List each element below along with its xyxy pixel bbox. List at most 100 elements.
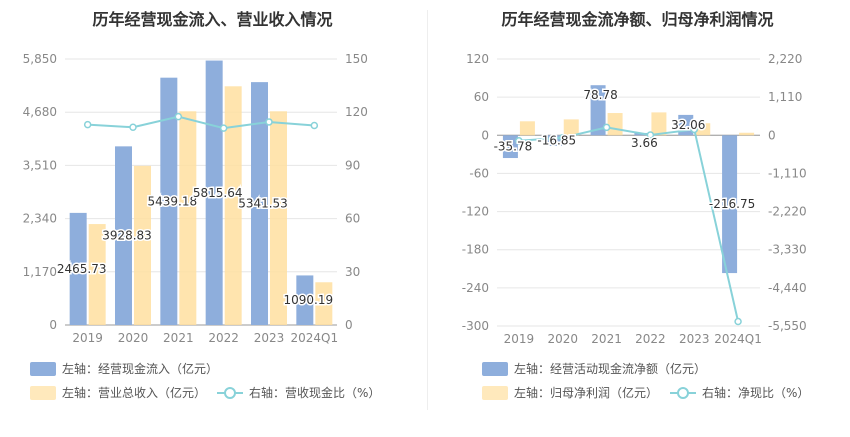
legend-item-cash-inflow[interactable]: 左轴：经营现金流入（亿元） [30,360,218,377]
legend-label-net-profit: 左轴：归母净利润（亿元） [514,386,659,400]
right-secondary-bar [607,113,623,136]
legend-swatch-revenue-cash-ratio [217,386,243,400]
left-right-tick-label: 150 [345,52,368,66]
left-ratio-point [174,112,183,121]
right-right-tick-label: 2,220 [768,52,802,66]
right-x-tick-label: 2022 [635,332,666,346]
right-ratio-point [646,131,655,139]
right-data-label: -216.75 [709,197,755,211]
left-chart-title: 历年经营现金流入、营业收入情况 [92,10,333,29]
right-secondary-bar [519,121,535,136]
right-secondary-bar [563,119,579,136]
left-secondary-bar [315,282,333,325]
right-left-tick-label: 60 [474,90,489,104]
right-secondary-bar [651,112,667,136]
left-secondary-bar [270,111,287,326]
legend-label-revenue: 左轴：营业总收入（亿元） [62,386,207,400]
right-x-tick-label: 2020 [547,332,578,346]
left-left-tick-label: 4,680 [23,105,57,119]
legend-label-cash-inflow: 左轴：经营现金流入（亿元） [62,362,219,376]
right-data-label: -35.78 [494,140,533,154]
right-data-label: 78.78 [583,88,617,102]
right-ratio-line [518,126,740,322]
right-x-tick-label: 2024Q1 [714,332,762,346]
left-data-label: 3928.83 [102,229,152,243]
legend-swatch-net-cash-ratio [670,386,696,400]
right-right-tick-label: -1,110 [768,166,807,180]
left-right-tick-label: 0 [345,318,353,332]
left-secondary-bar [179,111,197,326]
legend-item-net-profit[interactable]: 左轴：归母净利润（亿元） [482,384,658,401]
right-right-tick-label: 0 [768,128,776,142]
left-chart-svg: 0 1,170 2,340 3,510 4,680 5,850 0 30 60 90 120 150 2… [23,52,368,345]
right-chart-panel: 历年经营现金流净额、归母净利润情况 -300 -240 -180 -120 -60 0 60… [425,0,850,437]
right-data-label: 32.06 [671,118,705,132]
left-primary-bar [115,146,132,325]
right-chart-title: 历年经营现金流净额、归母净利润情况 [501,10,774,29]
legend-label-net-cash-ratio: 右轴：净现比（%） [702,386,810,400]
left-right-tick-label: 90 [345,158,360,172]
legend-item-net-cash-flow[interactable]: 左轴：经营活动现金流净额（亿元） [482,360,706,377]
right-left-tick-label: -300 [462,319,489,333]
left-left-tick-label: 3,510 [23,158,57,172]
right-ratio-point [734,317,742,326]
right-left-tick-label: 0 [481,128,489,142]
legend-swatch-cash-inflow [30,361,56,376]
legend-item-net-cash-ratio[interactable]: 右轴：净现比（%） [670,384,809,401]
left-x-tick-label: 2022 [208,331,239,345]
panel-divider [427,10,428,410]
left-left-tick-label: 0 [49,318,57,332]
right-left-tick-label: -240 [462,281,489,295]
right-primary-bar [502,135,518,159]
left-primary-bar [160,77,178,325]
left-right-tick-label: 60 [345,212,360,226]
left-primary-bar [296,275,314,325]
right-secondary-bar [739,132,755,136]
left-ratio-point [219,124,228,132]
left-left-tick-label: 1,170 [23,265,57,279]
left-left-tick-label: 2,340 [23,212,57,226]
legend-item-revenue[interactable]: 左轴：营业总收入（亿元） [30,384,206,401]
right-left-tick-label: -120 [462,205,489,219]
left-left-tick-label: 5,850 [23,52,57,66]
right-x-tick-label: 2023 [679,332,710,346]
left-secondary-bar [224,86,242,326]
right-ratio-point [690,125,698,134]
left-primary-bar [251,82,268,325]
right-right-tick-label: -2,220 [768,205,807,219]
left-x-tick-label: 2021 [163,331,194,345]
left-data-label: 2465.73 [57,262,107,276]
right-primary-bar [546,135,562,146]
right-left-tick-label: -60 [469,166,489,180]
left-ratio-line [87,115,315,130]
left-data-label: 5341.53 [238,197,288,211]
left-data-label: 1090.19 [284,293,334,307]
right-data-label: 3.66 [631,136,658,150]
right-primary-bar [722,135,738,274]
right-ratio-point [515,137,523,145]
left-x-tick-label: 2020 [118,331,149,345]
legend-swatch-net-profit [482,385,508,400]
right-chart-svg: -300 -240 -180 -120 -60 0 60 120 -5,550 -4,440 -3,… [462,52,807,346]
left-primary-bar [69,212,87,325]
right-right-tick-label: -5,550 [768,319,807,333]
right-secondary-bar [695,123,711,136]
legend-item-revenue-cash-ratio[interactable]: 右轴：营收现金比（%） [217,384,380,401]
left-ratio-point [83,120,92,129]
right-x-tick-label: 2019 [504,332,535,346]
left-right-tick-label: 30 [345,265,360,279]
left-right-tick-label: 120 [345,105,368,119]
right-left-tick-label: 120 [466,52,489,66]
right-right-tick-label: 1,110 [768,90,802,104]
left-x-tick-label: 2024Q1 [291,331,339,345]
right-left-tick-label: -180 [462,243,489,257]
right-primary-bar [590,85,606,136]
right-ratio-point [559,133,567,142]
legend-label-revenue-cash-ratio: 右轴：营收现金比（%） [249,386,381,400]
right-right-tick-label: -4,440 [768,281,807,295]
left-ratio-point [310,121,319,130]
legend-swatch-revenue [30,385,56,400]
left-ratio-point [265,118,273,126]
left-x-tick-label: 2023 [254,331,285,345]
left-secondary-bar [134,165,151,325]
